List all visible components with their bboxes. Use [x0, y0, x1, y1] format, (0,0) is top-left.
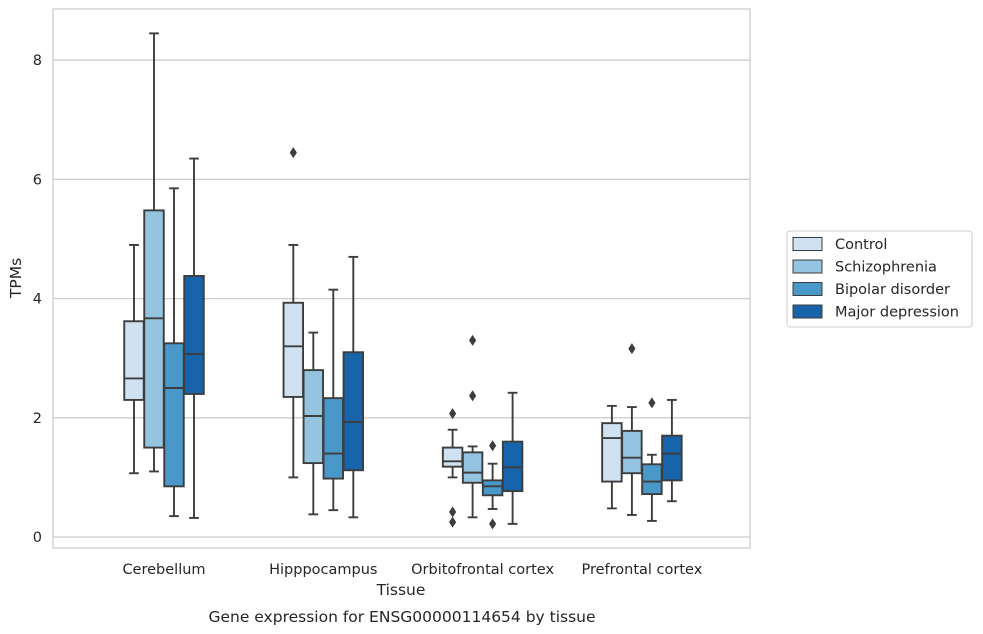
legend-swatch — [792, 237, 823, 251]
box-0-0 — [123, 244, 145, 475]
outlier-point — [449, 516, 457, 528]
legend-frame — [786, 230, 973, 328]
box-body — [461, 451, 484, 484]
box-1-2 — [461, 334, 484, 519]
y-tick-label: 0 — [33, 530, 42, 546]
box-0-2 — [441, 408, 464, 528]
box-2-3 — [641, 397, 663, 522]
outlier-point — [449, 408, 457, 420]
legend-label: Bipolar disorder — [835, 282, 950, 298]
box-0-3 — [601, 404, 623, 510]
box-body — [183, 275, 205, 395]
outlier-point — [489, 440, 497, 452]
y-axis-label: TPMs — [7, 258, 25, 299]
box-3-2 — [501, 391, 524, 525]
box-3-0 — [183, 157, 205, 519]
outlier-point — [489, 518, 497, 530]
box-2-1 — [322, 288, 344, 512]
box-3-1 — [342, 255, 364, 519]
box-body — [661, 434, 683, 482]
outlier-point — [628, 343, 636, 355]
box-0-1 — [282, 147, 304, 479]
box-1-0 — [143, 32, 165, 473]
outlier-point — [469, 334, 477, 346]
box-body — [322, 397, 344, 480]
figure-caption: Gene expression for ENSG00000114654 by t… — [208, 608, 595, 626]
legend-swatch — [792, 282, 823, 296]
box-body — [481, 479, 504, 497]
box-body — [342, 351, 364, 472]
box-body — [621, 429, 643, 475]
outlier-point — [648, 397, 656, 409]
y-tick-label: 4 — [33, 292, 42, 308]
outlier-point — [289, 147, 297, 159]
legend-label: Control — [835, 237, 887, 253]
legend-label: Major depression — [835, 305, 959, 321]
y-tick-label: 8 — [33, 53, 42, 69]
box-body — [163, 342, 185, 488]
box-1-3 — [621, 343, 643, 516]
box-body — [641, 463, 663, 496]
box-body — [601, 422, 623, 483]
boxes — [123, 32, 683, 530]
x-axis-label: Tissue — [376, 581, 426, 599]
legend: Control Schizophrenia Bipolar disorder Majo… — [786, 230, 973, 328]
legend-swatch — [792, 259, 823, 274]
x-tick-label: Cerebellum — [122, 562, 205, 578]
x-tick-label: Orbitofrontal cortex — [411, 562, 554, 578]
legend-swatch — [792, 304, 823, 319]
legend-label: Schizophrenia — [835, 260, 937, 276]
box-body — [282, 301, 304, 398]
outlier-point — [449, 506, 457, 518]
box-body — [143, 209, 165, 449]
y-tick-label: 2 — [33, 411, 42, 427]
box-1-1 — [302, 331, 324, 516]
box-body — [123, 320, 145, 401]
y-tick-label: 6 — [33, 172, 42, 188]
outlier-point — [469, 390, 477, 402]
box-body — [441, 446, 464, 468]
x-tick-labels: Cerebellum Hipppocampus Orbitofrontal cort… — [122, 562, 702, 578]
y-tick-labels: 0 2 4 6 8 — [33, 53, 42, 546]
box-2-2 — [481, 440, 504, 530]
x-tick-label: Hipppocampus — [269, 562, 377, 578]
plot-frame — [52, 8, 751, 549]
box-2-0 — [163, 187, 185, 518]
x-tick-label: Prefrontal cortex — [581, 562, 702, 578]
box-3-3 — [661, 398, 683, 503]
